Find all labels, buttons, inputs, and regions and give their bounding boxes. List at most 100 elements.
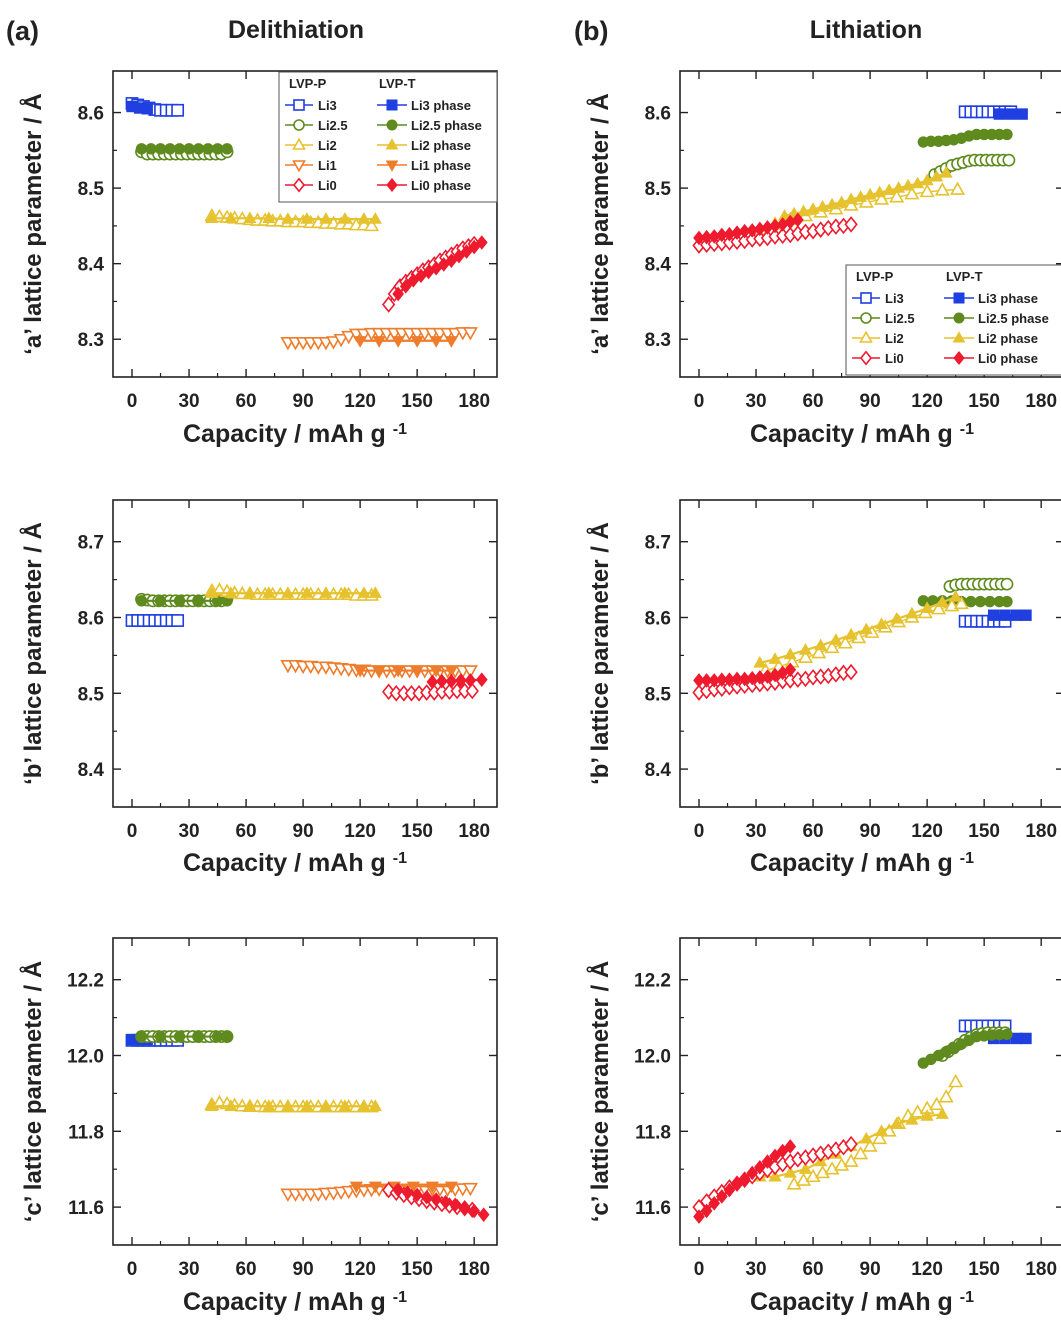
data-point — [338, 212, 352, 224]
data-point — [806, 202, 820, 214]
x-tick-label: 0 — [694, 391, 705, 412]
y-tick-label: 8.6 — [645, 608, 671, 629]
legend-marker — [953, 292, 965, 304]
data-point — [205, 211, 219, 223]
data-point — [1002, 153, 1016, 167]
y-tick-label: 8.3 — [645, 330, 671, 351]
y-tick-label: 8.5 — [78, 179, 105, 200]
data-point — [392, 1182, 404, 1198]
data-point — [357, 586, 371, 598]
legend: LVP-P LVP-T Li3 Li3 phase Li2.5 Li2.5 phase Li… — [845, 264, 1061, 376]
series-li2-phase — [777, 166, 953, 221]
series-li3-phase — [126, 100, 153, 115]
data-point — [934, 182, 950, 196]
data-point — [731, 671, 743, 687]
x-tick-label: 30 — [178, 1259, 199, 1280]
series-li0 — [692, 216, 858, 254]
x-tick-label: 180 — [1025, 391, 1057, 412]
data-point — [693, 1209, 705, 1224]
data-point — [445, 253, 458, 268]
data-point — [224, 586, 238, 598]
x-tick-label: 60 — [802, 391, 823, 412]
legend-marker — [860, 312, 872, 324]
data-point — [853, 1145, 869, 1160]
legend-label: Li0 phase — [978, 351, 1038, 366]
series-li2 — [786, 1073, 964, 1190]
data-point — [768, 652, 782, 664]
data-point — [382, 683, 396, 701]
data-point — [439, 1194, 452, 1210]
series-line — [793, 1081, 957, 1186]
series-li2-5-phase — [135, 143, 233, 155]
y-tick-label: 12.0 — [67, 1046, 104, 1067]
data-point — [796, 1172, 812, 1186]
x-tick-label: 30 — [178, 821, 199, 842]
data-point — [950, 181, 966, 195]
y-tick-label: 11.8 — [68, 1122, 104, 1143]
data-point — [319, 1099, 333, 1111]
data-point — [920, 173, 934, 186]
legend-label: Li2 phase — [978, 331, 1038, 346]
y-tick-label: 8.5 — [645, 179, 672, 200]
y-axis-label: ‘c’ lattice parameter / Å — [586, 961, 614, 1222]
delithiation-title: Delithiation — [228, 16, 364, 44]
legend-marker — [293, 99, 305, 111]
data-point — [135, 1030, 148, 1043]
y-tick-label: 11.6 — [68, 1198, 104, 1219]
legend-label: Li0 phase — [411, 178, 471, 193]
data-point — [141, 103, 153, 115]
legend-marker — [386, 119, 398, 131]
data-point — [429, 336, 443, 348]
data-point — [372, 336, 386, 348]
data-point — [829, 633, 843, 645]
data-point — [477, 1207, 490, 1222]
data-point — [224, 211, 238, 223]
data-point — [205, 586, 219, 598]
data-point — [243, 1099, 257, 1111]
data-point — [205, 1099, 219, 1111]
plot-frame — [112, 937, 498, 1246]
y-axis-label: ‘a’ lattice parameter / Å — [586, 93, 614, 354]
data-point — [211, 1030, 224, 1043]
data-point — [938, 1089, 954, 1103]
x-tick-label: 30 — [745, 391, 766, 412]
data-point — [815, 200, 830, 212]
x-tick-label: 120 — [344, 821, 376, 842]
data-point — [349, 1181, 363, 1194]
data-point — [444, 336, 458, 348]
data-point — [319, 212, 333, 224]
data-point — [399, 279, 412, 294]
data-point — [468, 1203, 481, 1219]
legend-box — [845, 264, 1061, 376]
data-point — [798, 643, 813, 655]
data-point — [300, 586, 314, 598]
series-li1-phase — [353, 336, 458, 348]
data-point — [873, 191, 890, 205]
data-point — [281, 212, 295, 224]
data-point — [368, 1099, 382, 1111]
legend-marker — [386, 99, 398, 111]
data-point — [1010, 609, 1023, 621]
x-tick-label: 150 — [401, 821, 433, 842]
data-point — [173, 143, 186, 155]
x-tick-label: 30 — [745, 1259, 766, 1280]
data-point — [935, 595, 949, 607]
data-point — [905, 1112, 919, 1125]
data-point — [769, 1148, 781, 1164]
data-point — [999, 609, 1011, 621]
data-point — [455, 673, 467, 688]
data-point — [1001, 128, 1013, 141]
data-point — [462, 327, 478, 341]
chart-b-lith-a: 0 30 60 90 120 150 180 8.3 8.4 8.5 8.6 Capacity / m… — [586, 70, 1061, 448]
data-point — [382, 1181, 396, 1199]
data-point — [738, 1171, 751, 1186]
data-point — [1000, 577, 1014, 591]
x-tick-label: 90 — [860, 1259, 881, 1280]
lithiation-title: Lithiation — [810, 16, 922, 44]
data-point — [1001, 595, 1013, 608]
x-tick-label: 90 — [860, 821, 881, 842]
data-point — [154, 595, 167, 607]
chart-a-delith-a: 0 30 60 90 120 150 180 8.3 8.4 8.5 8.6 Capacity / m… — [19, 70, 498, 448]
x-axis-label: Capacity / mAh g -1 — [750, 420, 974, 448]
